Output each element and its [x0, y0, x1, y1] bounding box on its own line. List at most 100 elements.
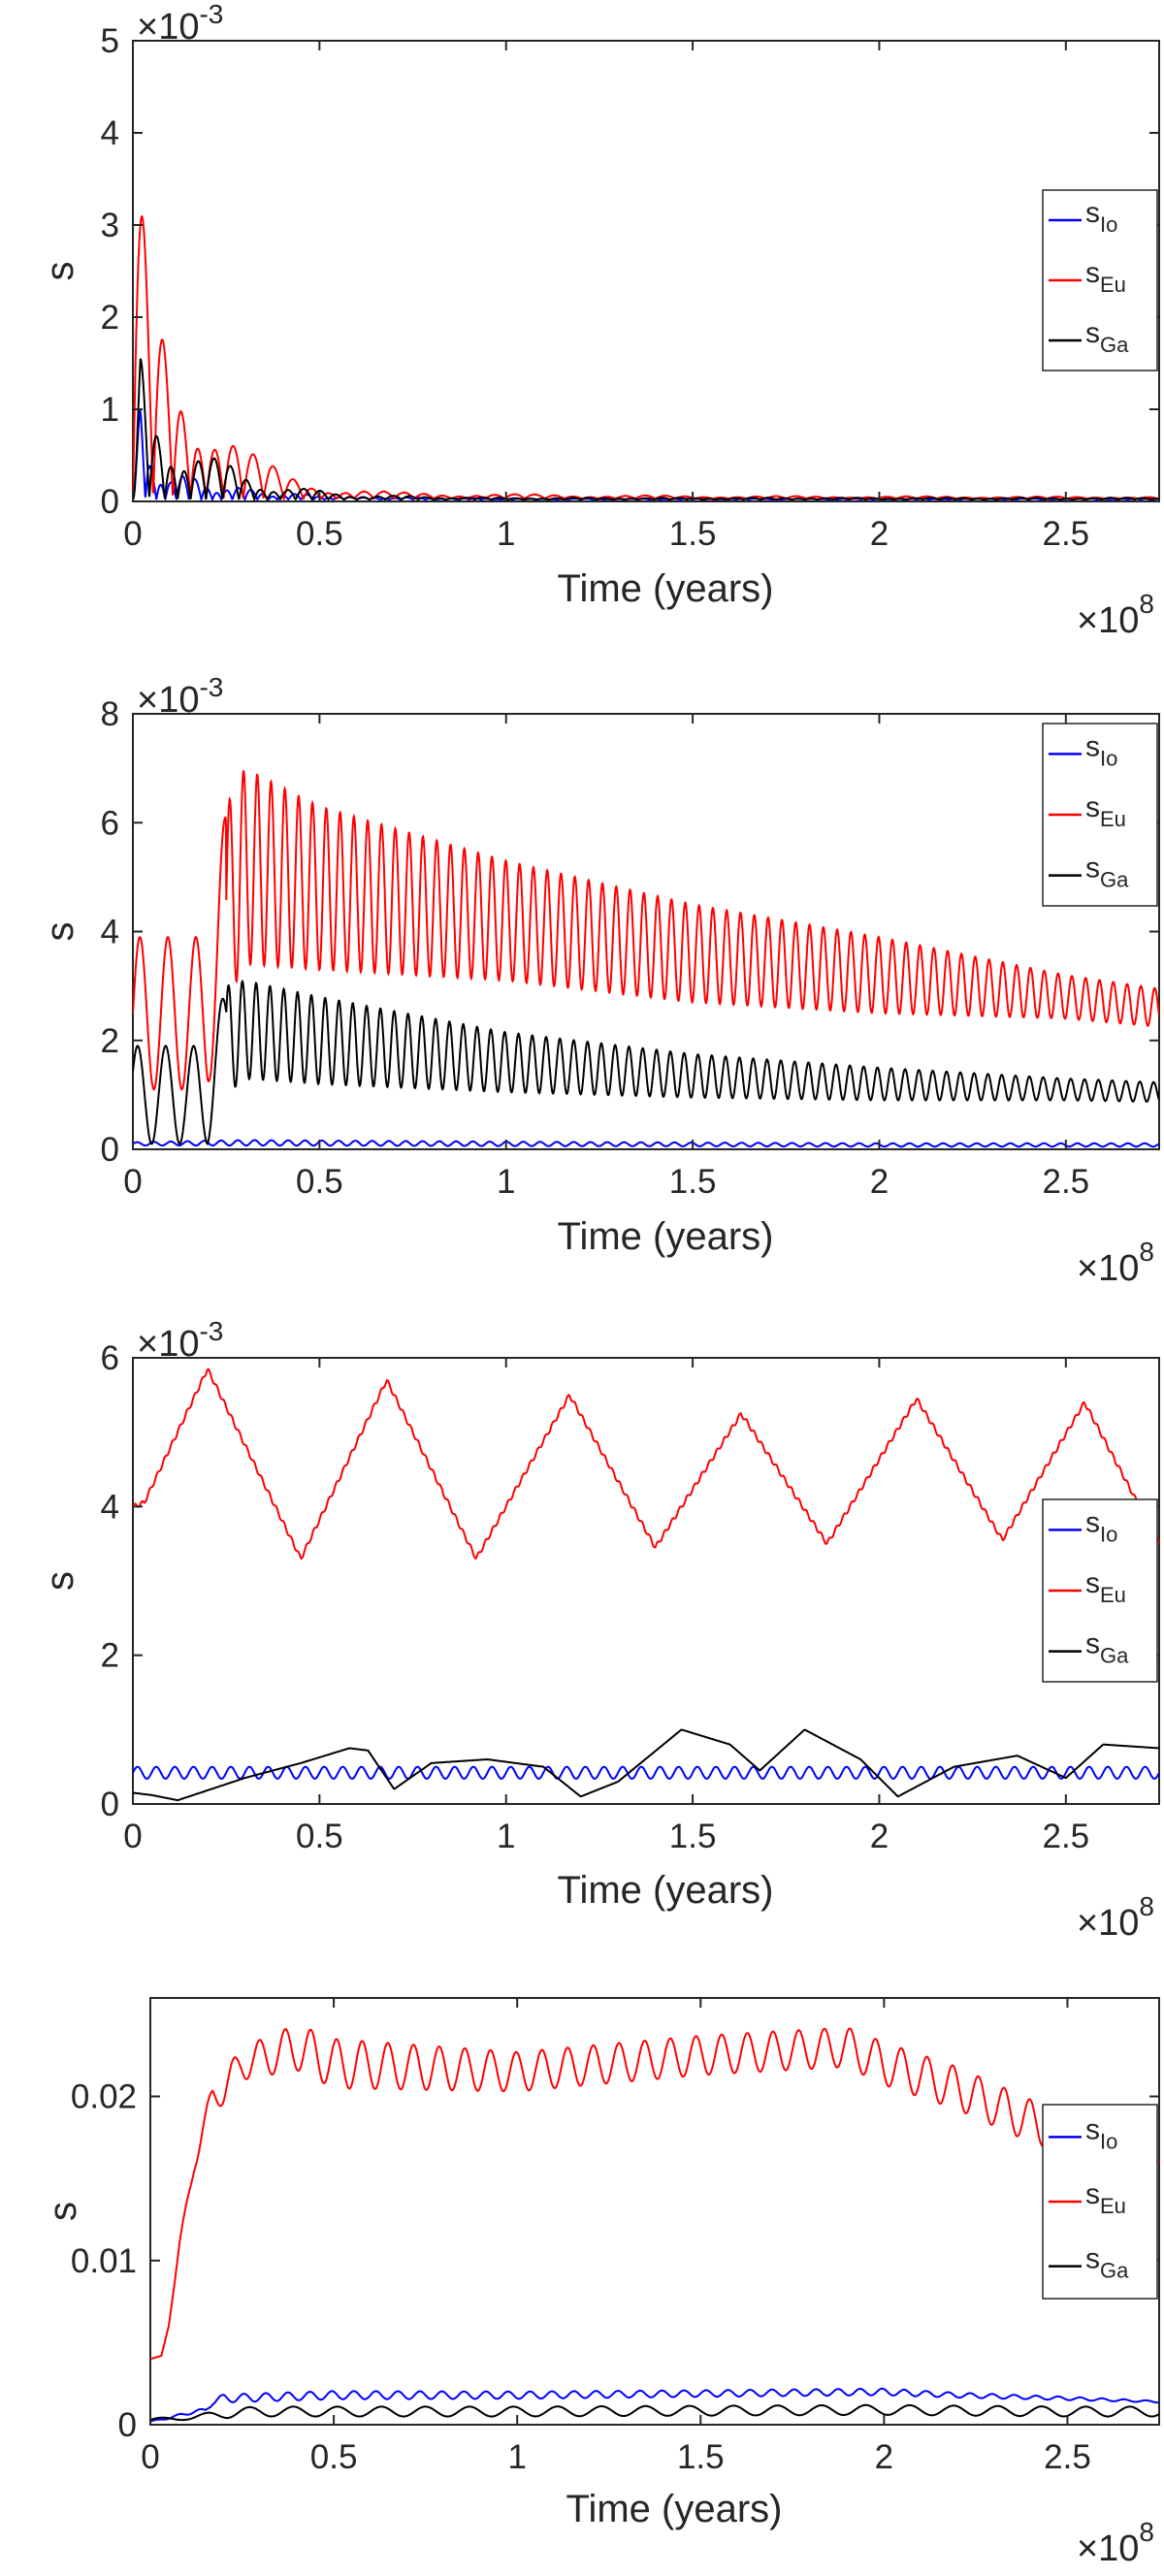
legend-entry-sub: Ga — [1100, 1644, 1129, 1668]
legend-entry-io: sIo — [1085, 2113, 1117, 2153]
legend-entry-name: s — [1085, 2243, 1100, 2275]
legend-entry-eu: sEu — [1085, 1567, 1126, 1607]
legend-entry-io: sIo — [1085, 197, 1117, 237]
legend-entry-io: sIo — [1085, 1506, 1117, 1546]
series-group — [133, 769, 1159, 1148]
legend-entry-name: s — [1085, 853, 1100, 885]
y-exponent-power: -3 — [199, 672, 223, 702]
x-tick-label: 0 — [141, 2438, 159, 2476]
x-tick-label: 2.5 — [1042, 1818, 1089, 1855]
y-tick-label: 8 — [101, 695, 119, 733]
y-axis-label: s — [39, 1571, 81, 1591]
y-axis-label: s — [39, 922, 81, 942]
x-exponent-label: ×108 — [1077, 2517, 1154, 2569]
x-exponent-power: 8 — [1139, 589, 1154, 619]
x-tick-label: 0.5 — [310, 2438, 358, 2476]
y-tick-label: 0.01 — [71, 2242, 137, 2280]
x-exponent-base: ×10 — [1077, 1248, 1139, 1289]
x-tick-label: 0.5 — [296, 1818, 343, 1855]
legend-entry-sub: Ga — [1100, 2259, 1129, 2283]
x-exponent-base: ×10 — [1077, 2528, 1139, 2569]
legend-entry-ga: sGa — [1085, 853, 1129, 892]
x-tick-label: 2 — [870, 515, 889, 553]
series-line-eu — [133, 769, 1159, 1091]
legend-entry-name: s — [1085, 791, 1100, 823]
series-line-eu — [133, 1368, 1159, 1561]
series-group — [150, 2027, 1159, 2423]
y-exponent-label: ×10-3 — [137, 0, 223, 48]
y-exponent-base: ×10 — [137, 680, 199, 721]
x-tick-label: 1.5 — [669, 1818, 717, 1855]
series-line-ga — [133, 1728, 1159, 1802]
legend-entry-sub: Eu — [1100, 273, 1126, 297]
legend-entry-name: s — [1085, 1506, 1100, 1538]
x-tick-label: 0 — [123, 515, 142, 553]
x-tick-label: 0.5 — [296, 1163, 343, 1201]
series-line-ga — [133, 979, 1159, 1146]
legend-entry-name: s — [1085, 1567, 1100, 1599]
x-tick-label: 1.5 — [669, 1163, 717, 1201]
x-tick-label: 0 — [123, 1818, 142, 1855]
x-tick-label: 1 — [507, 2438, 526, 2476]
y-tick-label: 0 — [101, 1131, 119, 1169]
legend-entry-name: s — [1085, 257, 1100, 289]
series-line-io — [150, 2387, 1159, 2423]
y-tick-label: 0 — [101, 483, 119, 521]
legend-entry-eu: sEu — [1085, 791, 1126, 831]
x-tick-label: 2 — [870, 1163, 889, 1201]
x-tick-label: 1 — [497, 1818, 515, 1855]
x-tick-label: 2.5 — [1042, 515, 1089, 553]
x-axis-label: Time (years) — [566, 2488, 783, 2530]
x-tick-label: 0 — [123, 1163, 142, 1201]
x-axis-label: Time (years) — [558, 1869, 774, 1912]
y-tick-label: 2 — [101, 299, 119, 337]
y-tick-label: 0 — [118, 2406, 137, 2444]
y-tick-label: 6 — [101, 1339, 119, 1377]
y-exponent-label: ×10-3 — [137, 672, 223, 721]
legend-entry-ga: sGa — [1085, 317, 1129, 357]
legend-entry-name: s — [1085, 730, 1100, 762]
x-exponent-power: 8 — [1139, 1237, 1154, 1267]
y-exponent-base: ×10 — [137, 1324, 199, 1365]
legend-entry-ga: sGa — [1085, 2243, 1129, 2283]
y-tick-label: 6 — [101, 804, 119, 842]
legend-entry-io: sIo — [1085, 730, 1117, 770]
y-tick-label: 3 — [101, 207, 119, 244]
legend-entry-name: s — [1085, 2113, 1100, 2145]
x-exponent-power: 8 — [1139, 1891, 1154, 1921]
x-tick-label: 2 — [870, 1818, 889, 1855]
legend-entry-ga: sGa — [1085, 1628, 1129, 1668]
x-tick-label: 2 — [875, 2438, 893, 2476]
x-tick-label: 1.5 — [669, 515, 717, 553]
x-tick-label: 1.5 — [677, 2438, 725, 2476]
legend-entry-sub: Io — [1100, 746, 1117, 770]
series-line-eu — [150, 2027, 1159, 2361]
y-tick-label: 2 — [101, 1022, 119, 1060]
x-exponent-base: ×10 — [1077, 1903, 1139, 1944]
x-exponent-base: ×10 — [1077, 600, 1139, 641]
series-group — [133, 1368, 1159, 1802]
series-group — [133, 214, 1159, 501]
y-tick-label: 0 — [101, 1786, 119, 1823]
plot-area — [132, 40, 1160, 502]
x-axis-label: Time (years) — [558, 567, 774, 610]
y-axis-label: s — [39, 262, 81, 281]
series-line-io — [133, 1765, 1159, 1780]
legend-entry-name: s — [1085, 197, 1100, 229]
y-tick-label: 4 — [101, 1488, 119, 1526]
legend-entry-eu: sEu — [1085, 2178, 1126, 2218]
legend-entry-name: s — [1085, 1628, 1100, 1660]
plot-area — [132, 1357, 1160, 1805]
y-tick-label: 0.02 — [71, 2078, 137, 2116]
legend-entry-sub: Eu — [1100, 807, 1126, 831]
x-axis-label: Time (years) — [558, 1215, 774, 1258]
x-tick-label: 0.5 — [296, 515, 343, 553]
legend-entry-name: s — [1085, 317, 1100, 349]
y-tick-label: 1 — [101, 391, 119, 429]
